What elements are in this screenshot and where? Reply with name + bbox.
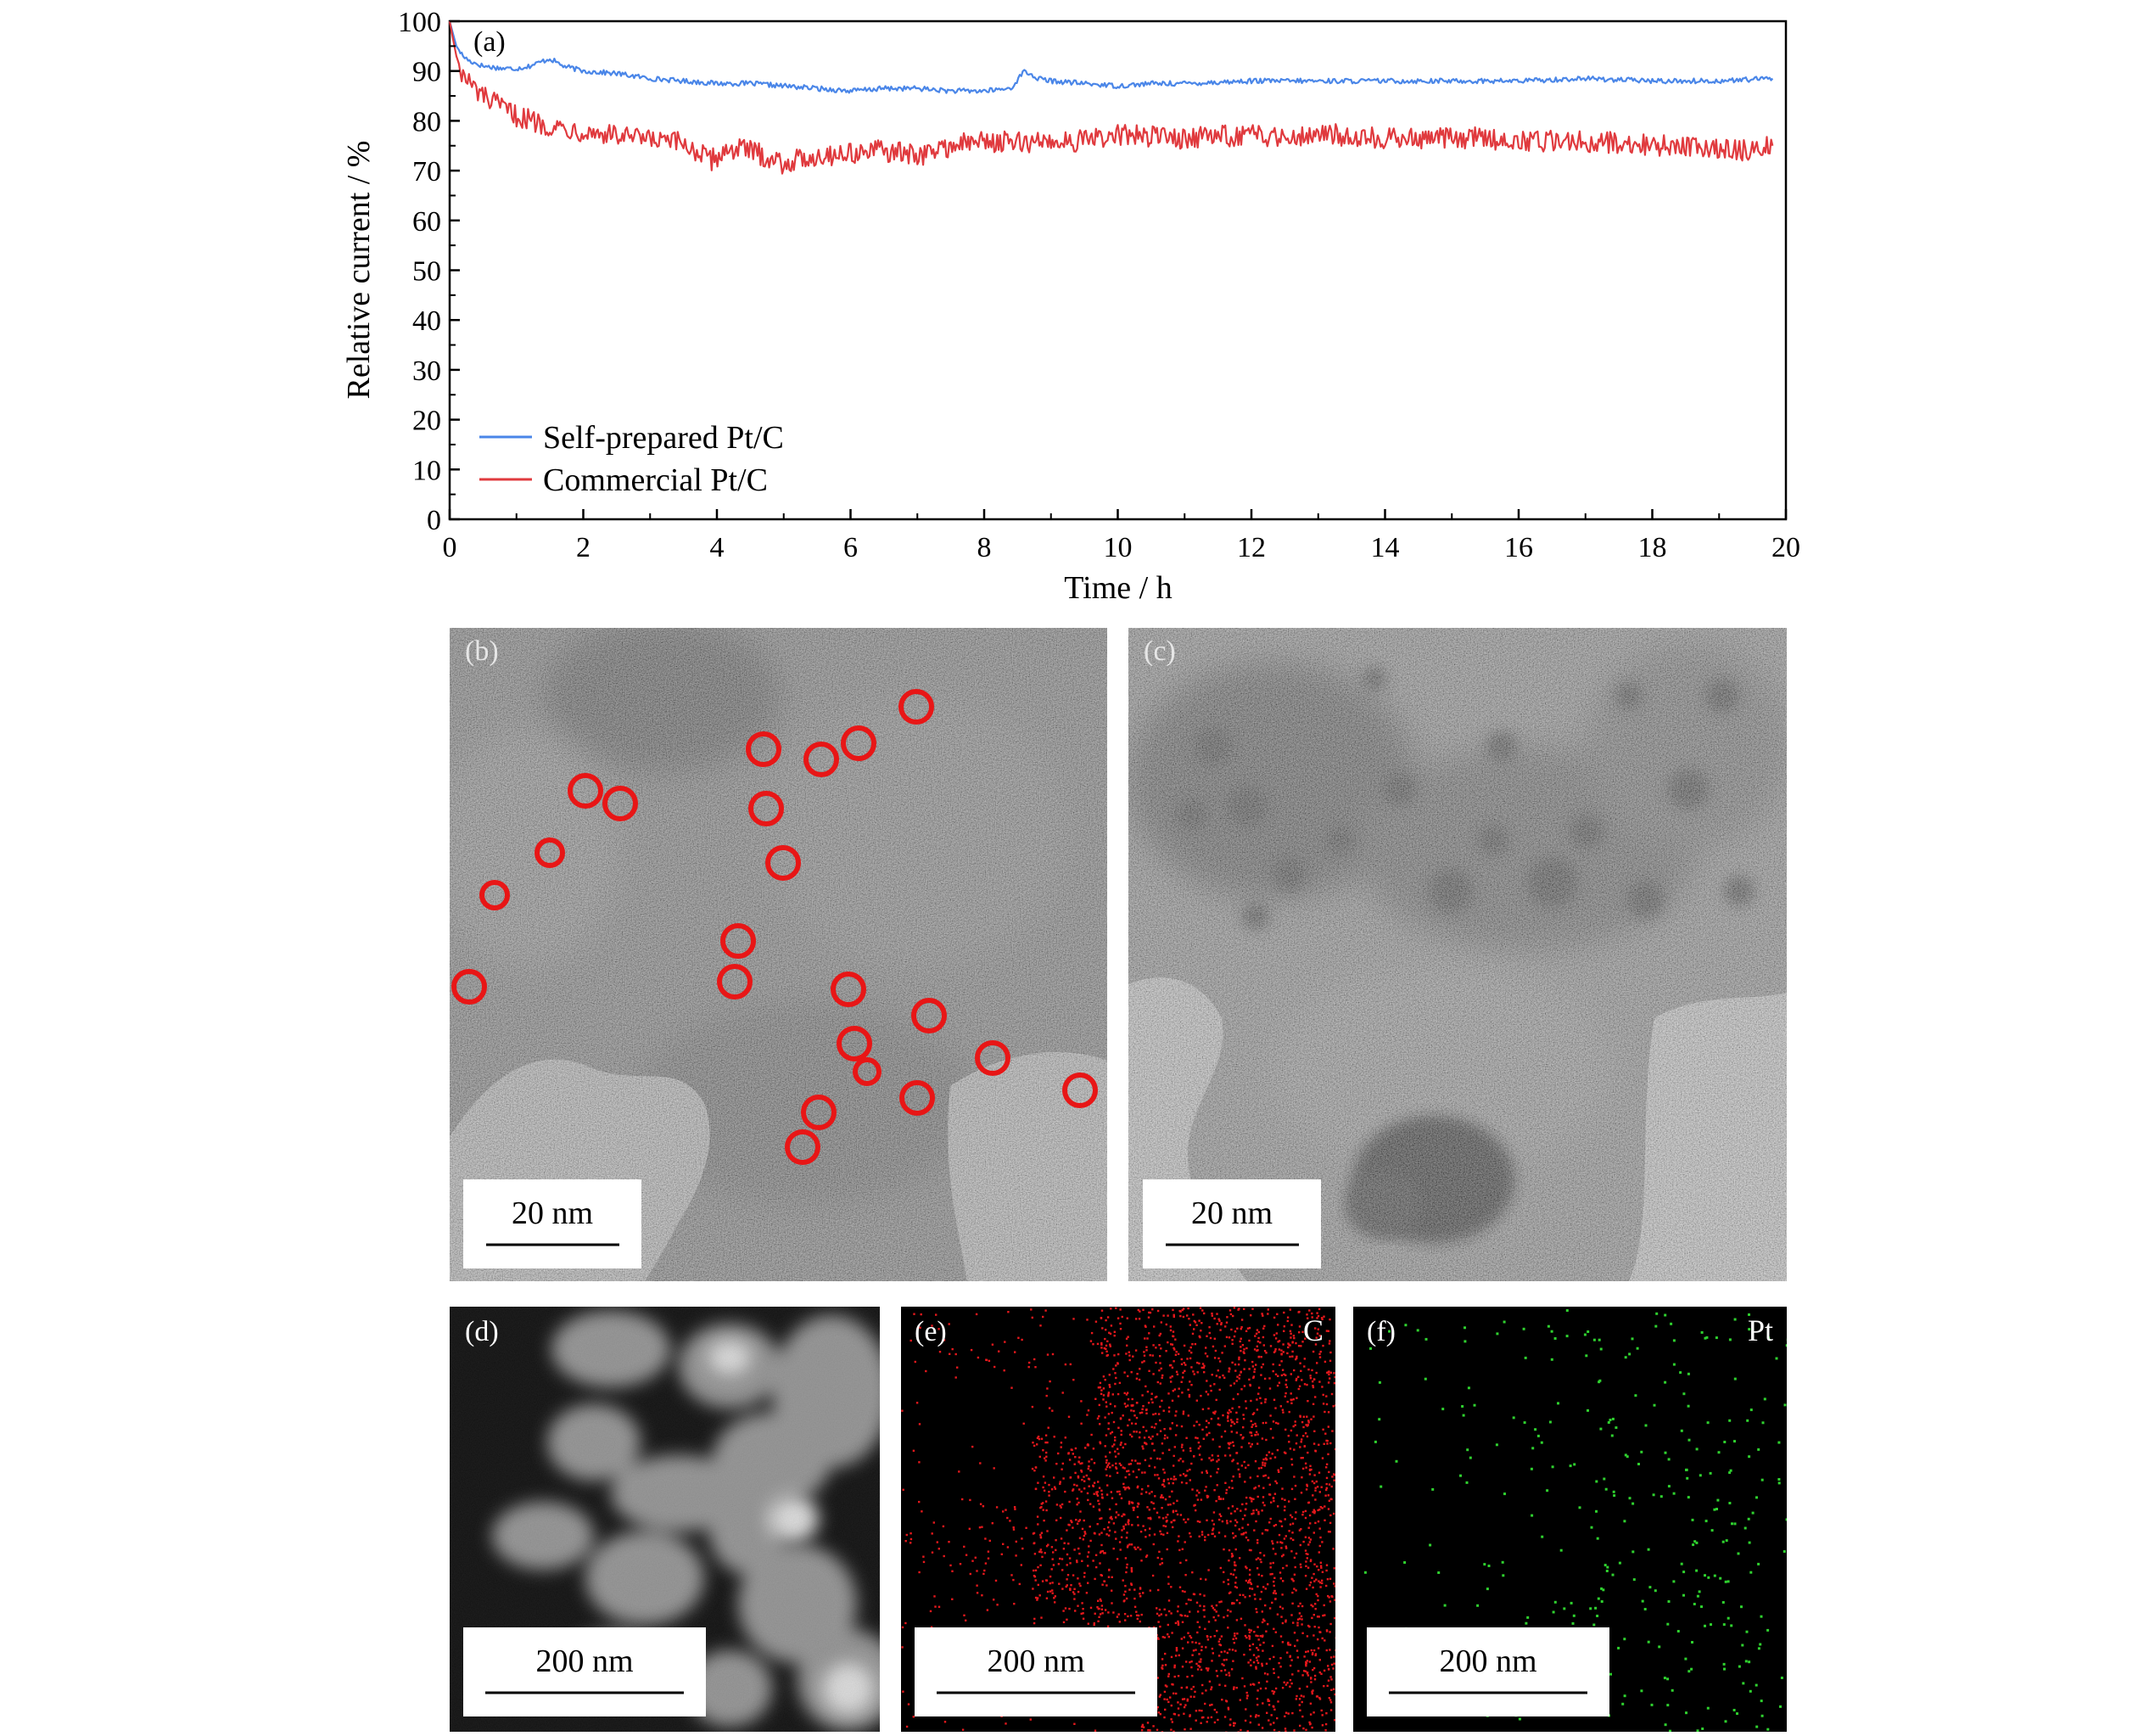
panel-label-a: (a): [473, 26, 506, 58]
y-axis-title: Relative current / %: [341, 141, 377, 400]
x-tick-label: 2: [576, 532, 590, 563]
scalebar-label-b: 20 nm: [512, 1196, 593, 1231]
y-tick-label: 40: [412, 305, 441, 337]
legend-label-commercial: Commercial Pt/C: [543, 462, 768, 498]
x-axis-title: Time / h: [1064, 570, 1172, 606]
tem-image-b: 20 nm: [433, 619, 1107, 1281]
x-tick-label: 6: [843, 532, 858, 563]
x-tick-label: 20: [1771, 532, 1800, 563]
y-tick-label: 60: [412, 206, 441, 238]
eds-map-f-platinum: 200 nm: [1353, 1307, 1789, 1732]
legend: Self-prepared Pt/C Commercial Pt/C: [479, 420, 784, 498]
scalebar-label-c: 20 nm: [1191, 1196, 1273, 1231]
element-label-f: Pt: [1748, 1313, 1773, 1347]
x-tick-label: 4: [710, 532, 725, 563]
eds-map-e-carbon: 200 nm: [901, 1307, 1337, 1732]
y-tick-label: 20: [412, 406, 441, 437]
x-tick-label: 0: [443, 532, 457, 563]
y-tick-label: 30: [412, 356, 441, 387]
y-tick-label: 70: [412, 156, 441, 188]
scalebar-label-e: 200 nm: [987, 1644, 1084, 1679]
y-tick-label: 10: [412, 455, 441, 486]
y-tick-label: 100: [398, 7, 441, 38]
stability-chart: 0 10 20 30 40 50 60 70 80 90 100 0 2 4 6 8 10 12 14 16 18 20…: [341, 7, 1800, 606]
x-tick-label: 12: [1237, 532, 1266, 563]
y-tick-label: 50: [412, 256, 441, 288]
y-tick-label: 90: [412, 57, 441, 88]
panel-label-d: (d): [465, 1316, 499, 1347]
x-tick-label: 14: [1371, 532, 1400, 563]
x-axis-ticks: 0 2 4 6 8 10 12 14 16 18 20: [443, 509, 1801, 563]
y-tick-label: 0: [427, 505, 441, 536]
x-tick-label: 10: [1104, 532, 1133, 563]
series-line-commercial: [450, 21, 1772, 174]
panel-label-c: (c): [1144, 636, 1176, 667]
legend-label-self-prepared: Self-prepared Pt/C: [543, 420, 784, 456]
x-tick-label: 16: [1504, 532, 1533, 563]
panel-label-e: (e): [915, 1316, 947, 1347]
scalebar-label-f: 200 nm: [1439, 1644, 1536, 1679]
tem-image-c: 20 nm: [1128, 628, 1790, 1281]
x-tick-label: 18: [1638, 532, 1667, 563]
series-layer: [450, 21, 1772, 174]
panel-label-f: (f): [1367, 1316, 1396, 1347]
y-tick-label: 80: [412, 106, 441, 137]
haadf-image-d: 200 nm: [450, 1307, 899, 1732]
scalebar-label-d: 200 nm: [535, 1644, 633, 1679]
element-label-e: C: [1303, 1313, 1324, 1347]
series-line-self-prepared: [450, 21, 1772, 93]
x-tick-label: 8: [977, 532, 992, 563]
panel-label-b: (b): [465, 636, 499, 667]
